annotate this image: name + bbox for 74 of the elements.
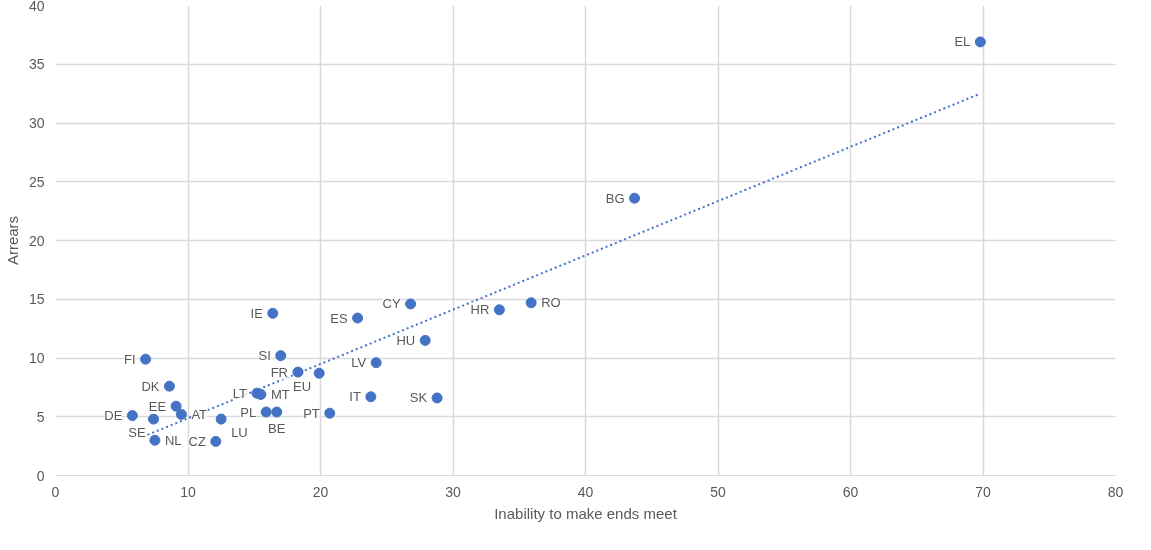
- point: [260, 406, 272, 418]
- point: [405, 298, 417, 310]
- point: [148, 413, 160, 425]
- y-tick-label: 5: [36, 408, 45, 425]
- y-tick-label: 10: [28, 350, 45, 366]
- x-tick-label: 30: [445, 483, 461, 500]
- annotation: LU: [231, 424, 248, 440]
- point: [974, 36, 986, 48]
- point: [629, 192, 641, 204]
- point: [370, 357, 382, 369]
- annotation: SK: [409, 390, 428, 406]
- annotation: IT: [349, 389, 361, 405]
- annotation: HR: [470, 302, 490, 318]
- point: [170, 400, 182, 412]
- y-tick-label: 30: [28, 115, 45, 131]
- annotation: LT: [232, 385, 247, 401]
- point: [292, 366, 304, 378]
- annotation: LV: [351, 355, 367, 371]
- annotation: EE: [148, 398, 167, 414]
- point: [365, 391, 377, 403]
- x-tick-label: 60: [842, 483, 859, 500]
- point: [352, 312, 364, 324]
- point: [431, 392, 443, 404]
- x-tick-label: 40: [577, 483, 594, 500]
- annotation: CZ: [188, 433, 206, 449]
- x-tick-label: 50: [710, 483, 726, 500]
- point: [313, 367, 325, 379]
- point: [324, 407, 336, 419]
- point: [525, 297, 537, 309]
- point: [126, 410, 138, 422]
- y-tick-label: 35: [28, 56, 45, 73]
- annotation: ES: [330, 310, 348, 326]
- annotation: BG: [605, 190, 625, 206]
- y-tick-label: 0: [36, 467, 45, 484]
- annotation: BE: [268, 420, 286, 436]
- point: [163, 380, 175, 392]
- point: [149, 434, 161, 446]
- point: [419, 334, 431, 346]
- point: [140, 353, 152, 365]
- annotation: MT: [270, 386, 290, 402]
- annotation: AT: [191, 406, 208, 422]
- annotation: PT: [303, 405, 320, 421]
- y-tick-label: 15: [28, 291, 45, 308]
- annotation: FR: [270, 364, 288, 380]
- x-tick-label: 10: [180, 483, 196, 500]
- annotation: EL: [954, 34, 971, 50]
- point: [175, 408, 187, 420]
- x-axis-title: Inability to make ends meet: [494, 504, 678, 522]
- annotation: CY: [382, 296, 401, 312]
- annotation: PL: [240, 404, 257, 420]
- annotation: FI: [124, 351, 136, 367]
- annotation: IE: [250, 305, 264, 321]
- y-axis-title: Arrears: [3, 215, 21, 266]
- y-tick-label: 40: [28, 0, 45, 14]
- annotation: RO: [541, 295, 561, 311]
- point: [267, 307, 279, 319]
- point: [215, 413, 227, 425]
- point: [275, 350, 287, 362]
- point: [271, 406, 283, 418]
- point: [210, 435, 222, 447]
- x-tick-label: 80: [1107, 483, 1124, 500]
- y-tick-label: 20: [28, 232, 45, 249]
- annotation: EU: [293, 378, 312, 394]
- point: [493, 304, 505, 316]
- x-tick-label: 0: [51, 483, 60, 500]
- annotation: SI: [258, 348, 271, 364]
- x-tick-label: 70: [975, 483, 991, 500]
- annotation: HU: [396, 332, 416, 348]
- y-tick-label: 25: [28, 173, 45, 190]
- annotation: DK: [141, 378, 160, 394]
- annotation: NL: [164, 432, 182, 448]
- annotation: SE: [128, 424, 146, 440]
- annotation: DE: [104, 408, 123, 424]
- x-tick-label: 20: [312, 483, 329, 500]
